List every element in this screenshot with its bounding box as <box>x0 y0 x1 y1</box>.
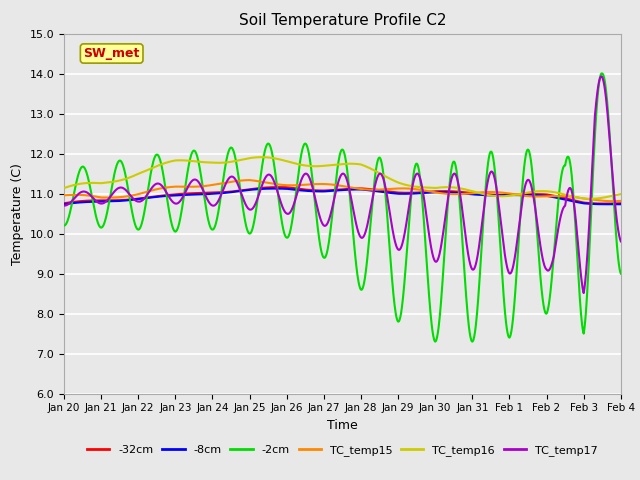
Text: SW_met: SW_met <box>83 47 140 60</box>
X-axis label: Time: Time <box>327 419 358 432</box>
Legend: -32cm, -8cm, -2cm, TC_temp15, TC_temp16, TC_temp17: -32cm, -8cm, -2cm, TC_temp15, TC_temp16,… <box>83 440 602 460</box>
Title: Soil Temperature Profile C2: Soil Temperature Profile C2 <box>239 13 446 28</box>
Y-axis label: Temperature (C): Temperature (C) <box>11 163 24 264</box>
